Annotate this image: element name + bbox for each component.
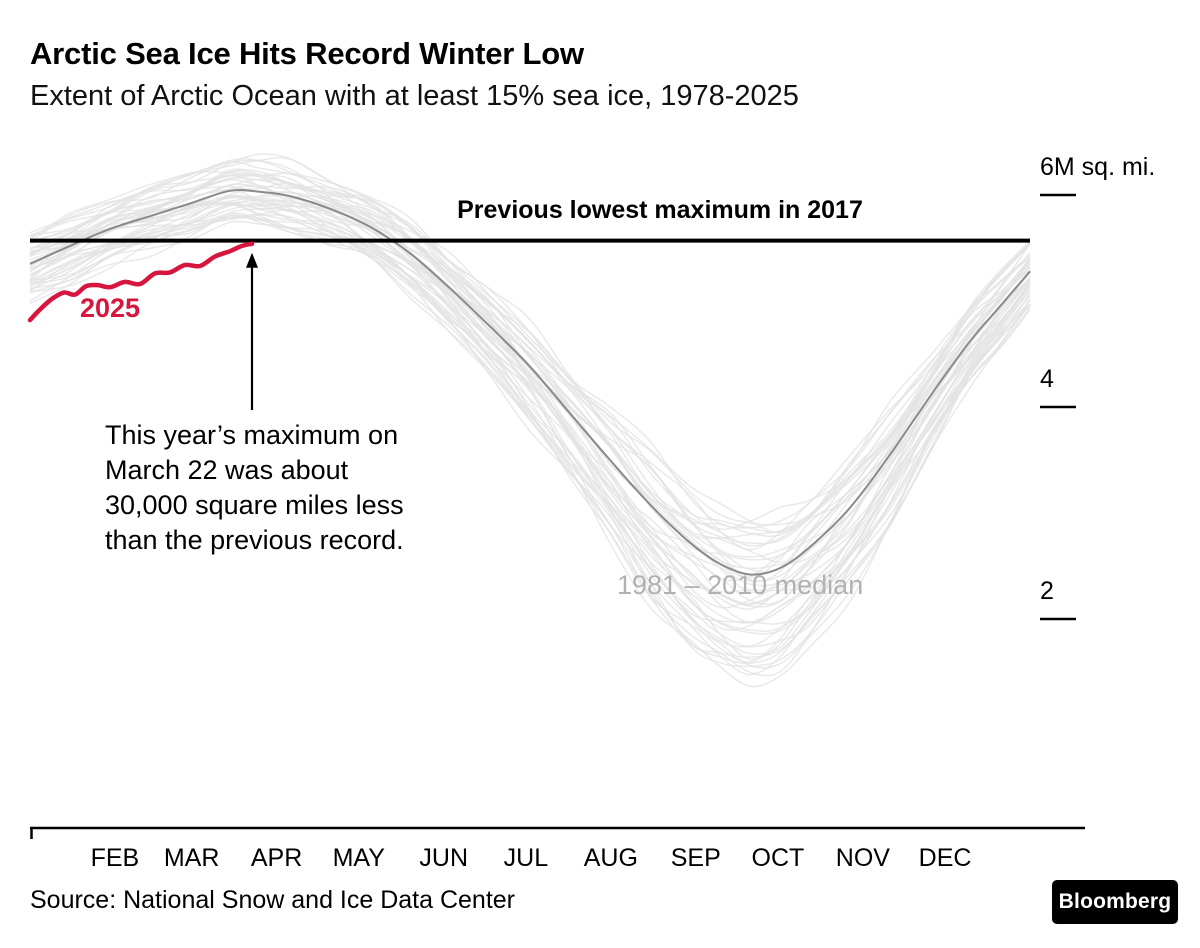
source-credit: Source: National Snow and Ice Data Cente… xyxy=(30,886,515,914)
median-series-label: 1981 – 2010 median xyxy=(617,570,864,600)
x-tick-label: MAR xyxy=(164,844,220,872)
y-tick-label: 6M sq. mi. xyxy=(1040,153,1155,181)
annotation-text: This year’s maximum on March 22 was abou… xyxy=(105,420,404,556)
bloomberg-logo: Bloomberg xyxy=(1052,880,1178,924)
x-tick-label: SEP xyxy=(671,844,721,872)
median-line xyxy=(29,188,1031,576)
page-title: Arctic Sea Ice Hits Record Winter Low xyxy=(30,36,584,71)
line-2025 xyxy=(27,241,255,323)
x-tick-label: AUG xyxy=(584,844,638,872)
y-tick-label: 4 xyxy=(1040,365,1054,393)
x-tick-label: NOV xyxy=(836,844,891,872)
x-tick-label: APR xyxy=(251,844,302,872)
y-tick-label: 2 xyxy=(1040,577,1054,605)
x-tick-label: OCT xyxy=(752,844,805,872)
x-tick-label: FEB xyxy=(91,844,140,872)
reference-line-label: Previous lowest maximum in 2017 xyxy=(457,196,863,224)
background-year-lines xyxy=(29,153,1031,688)
x-axis xyxy=(30,826,1085,839)
x-tick-label: JUL xyxy=(504,844,549,872)
x-tick-label: MAY xyxy=(333,844,386,872)
month-labels: FEB MAR APR MAY JUN JUL AUG SEP OCT NOV DEC xyxy=(91,844,972,872)
x-tick-label: JUN xyxy=(419,844,468,872)
y-axis-ticks: 6M sq. mi. 4 2 xyxy=(1040,153,1155,621)
x-tick-label: DEC xyxy=(919,844,972,872)
chart-subtitle: Extent of Arctic Ocean with at least 15%… xyxy=(30,80,799,112)
annotation-arrow xyxy=(246,252,258,410)
series-label-2025: 2025 xyxy=(80,293,141,323)
